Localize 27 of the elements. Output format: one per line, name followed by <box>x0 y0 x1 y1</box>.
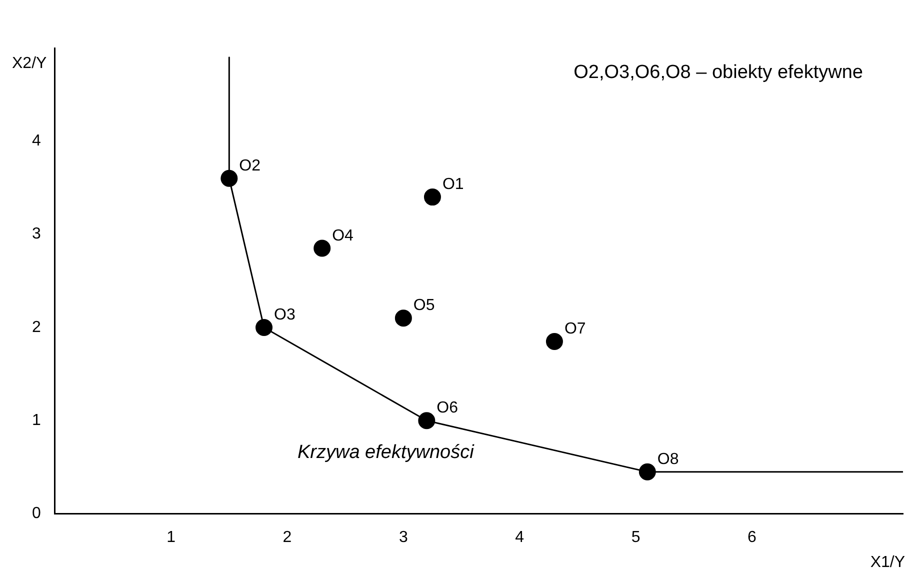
point <box>424 188 441 206</box>
annotation: O2,O3,O6,O8 – obiekty efektywne <box>574 62 863 83</box>
series-label: O5 <box>413 297 435 314</box>
series-label: O1 <box>442 176 464 194</box>
x-tick-label: 1 <box>166 528 176 546</box>
point <box>314 240 331 257</box>
annotation: Krzywa efektywności <box>297 442 475 463</box>
series-label: O7 <box>564 320 586 338</box>
point <box>394 310 412 327</box>
x-axis-title: X1/Y <box>870 554 906 571</box>
series-label: O8 <box>657 450 679 468</box>
series-label: O3 <box>274 306 296 324</box>
point <box>546 332 563 350</box>
x-tick-label: 2 <box>282 528 292 546</box>
y-tick-label: 2 <box>32 318 41 336</box>
y-tick-label: 1 <box>32 412 41 430</box>
y-tick-label: 4 <box>32 132 41 150</box>
x-tick-label: 5 <box>631 528 640 546</box>
series-label: O4 <box>332 227 354 244</box>
x-tick-label: 6 <box>748 528 757 546</box>
x-tick-label: 3 <box>398 528 408 546</box>
y-tick-label: 3 <box>32 226 41 243</box>
y-tick-label: 0 <box>32 505 41 522</box>
series-label: O2 <box>239 157 261 174</box>
y-axis-title: X2/Y <box>12 55 48 72</box>
x-tick-label: 4 <box>515 528 524 546</box>
series-label: O6 <box>436 400 458 417</box>
